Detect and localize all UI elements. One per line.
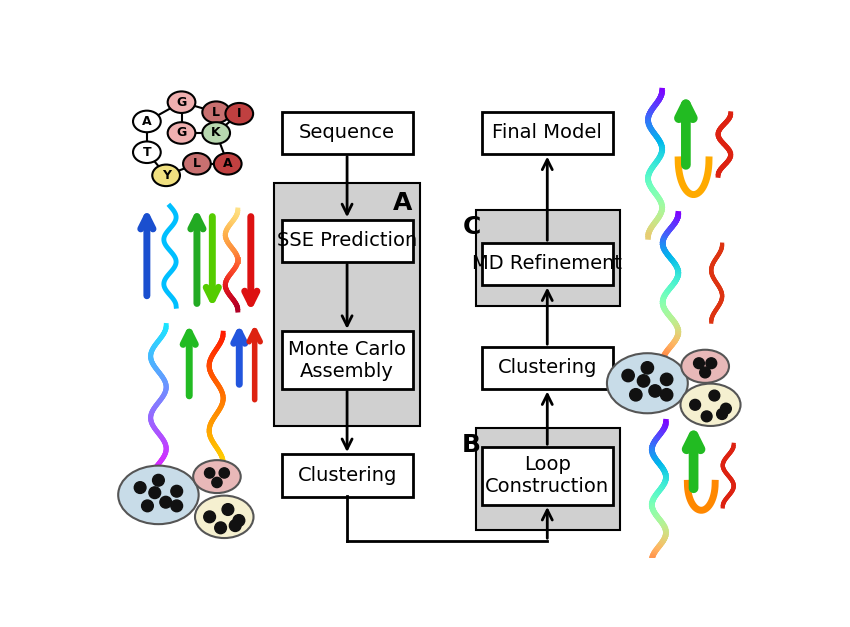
Circle shape <box>660 373 673 386</box>
Circle shape <box>152 475 164 486</box>
Circle shape <box>142 500 153 512</box>
Text: Y: Y <box>162 169 171 182</box>
Ellipse shape <box>167 122 196 144</box>
Text: G: G <box>177 96 187 108</box>
Text: Clustering: Clustering <box>497 359 597 377</box>
Text: A: A <box>394 191 412 214</box>
Ellipse shape <box>607 353 688 413</box>
Text: G: G <box>177 127 187 139</box>
FancyBboxPatch shape <box>482 112 613 154</box>
Ellipse shape <box>225 103 253 125</box>
Text: L: L <box>193 157 201 171</box>
Text: Clustering: Clustering <box>298 466 397 485</box>
Text: A: A <box>142 115 151 128</box>
FancyBboxPatch shape <box>274 183 420 426</box>
FancyBboxPatch shape <box>281 331 412 389</box>
Circle shape <box>171 485 183 497</box>
Ellipse shape <box>133 142 161 163</box>
Text: C: C <box>462 216 481 240</box>
Circle shape <box>706 358 717 369</box>
FancyBboxPatch shape <box>477 428 620 530</box>
Circle shape <box>649 385 661 397</box>
Circle shape <box>230 520 241 532</box>
Circle shape <box>641 362 654 374</box>
Circle shape <box>222 503 234 515</box>
FancyBboxPatch shape <box>482 347 613 389</box>
Text: MD Refinement: MD Refinement <box>473 255 622 273</box>
Text: K: K <box>212 127 221 139</box>
Ellipse shape <box>167 92 196 113</box>
Circle shape <box>171 500 183 512</box>
Circle shape <box>149 487 161 498</box>
Circle shape <box>205 468 215 478</box>
Text: I: I <box>237 107 241 120</box>
Circle shape <box>660 389 673 401</box>
Circle shape <box>215 522 226 534</box>
Circle shape <box>701 411 712 422</box>
Text: L: L <box>212 106 220 119</box>
Circle shape <box>160 497 172 508</box>
Ellipse shape <box>681 384 740 426</box>
FancyBboxPatch shape <box>477 210 620 306</box>
Circle shape <box>212 477 222 488</box>
Circle shape <box>717 409 728 419</box>
Circle shape <box>630 389 642 401</box>
Circle shape <box>721 403 731 414</box>
Ellipse shape <box>214 153 241 174</box>
Text: SSE Prediction: SSE Prediction <box>277 231 417 250</box>
Circle shape <box>622 369 634 382</box>
Ellipse shape <box>152 164 180 186</box>
Ellipse shape <box>202 102 230 123</box>
Ellipse shape <box>195 495 253 538</box>
FancyBboxPatch shape <box>281 219 412 262</box>
FancyBboxPatch shape <box>281 455 412 497</box>
Text: Final Model: Final Model <box>492 124 602 142</box>
Text: B: B <box>462 433 481 457</box>
Circle shape <box>204 511 216 523</box>
Circle shape <box>689 399 700 410</box>
FancyBboxPatch shape <box>281 112 412 154</box>
Circle shape <box>700 367 711 378</box>
Circle shape <box>134 482 146 493</box>
Circle shape <box>638 375 649 387</box>
Ellipse shape <box>193 460 241 493</box>
Text: T: T <box>143 145 151 159</box>
Text: Monte Carlo
Assembly: Monte Carlo Assembly <box>288 340 406 381</box>
Circle shape <box>694 358 705 369</box>
Ellipse shape <box>118 466 199 524</box>
Text: Loop
Construction: Loop Construction <box>485 455 609 496</box>
Ellipse shape <box>202 122 230 144</box>
Ellipse shape <box>681 350 729 383</box>
Text: A: A <box>223 157 233 171</box>
Ellipse shape <box>183 153 211 174</box>
Circle shape <box>219 468 230 478</box>
FancyBboxPatch shape <box>482 243 613 285</box>
Circle shape <box>709 390 720 401</box>
Circle shape <box>233 515 245 526</box>
Text: Sequence: Sequence <box>299 124 395 142</box>
FancyBboxPatch shape <box>482 447 613 505</box>
Ellipse shape <box>133 110 161 132</box>
